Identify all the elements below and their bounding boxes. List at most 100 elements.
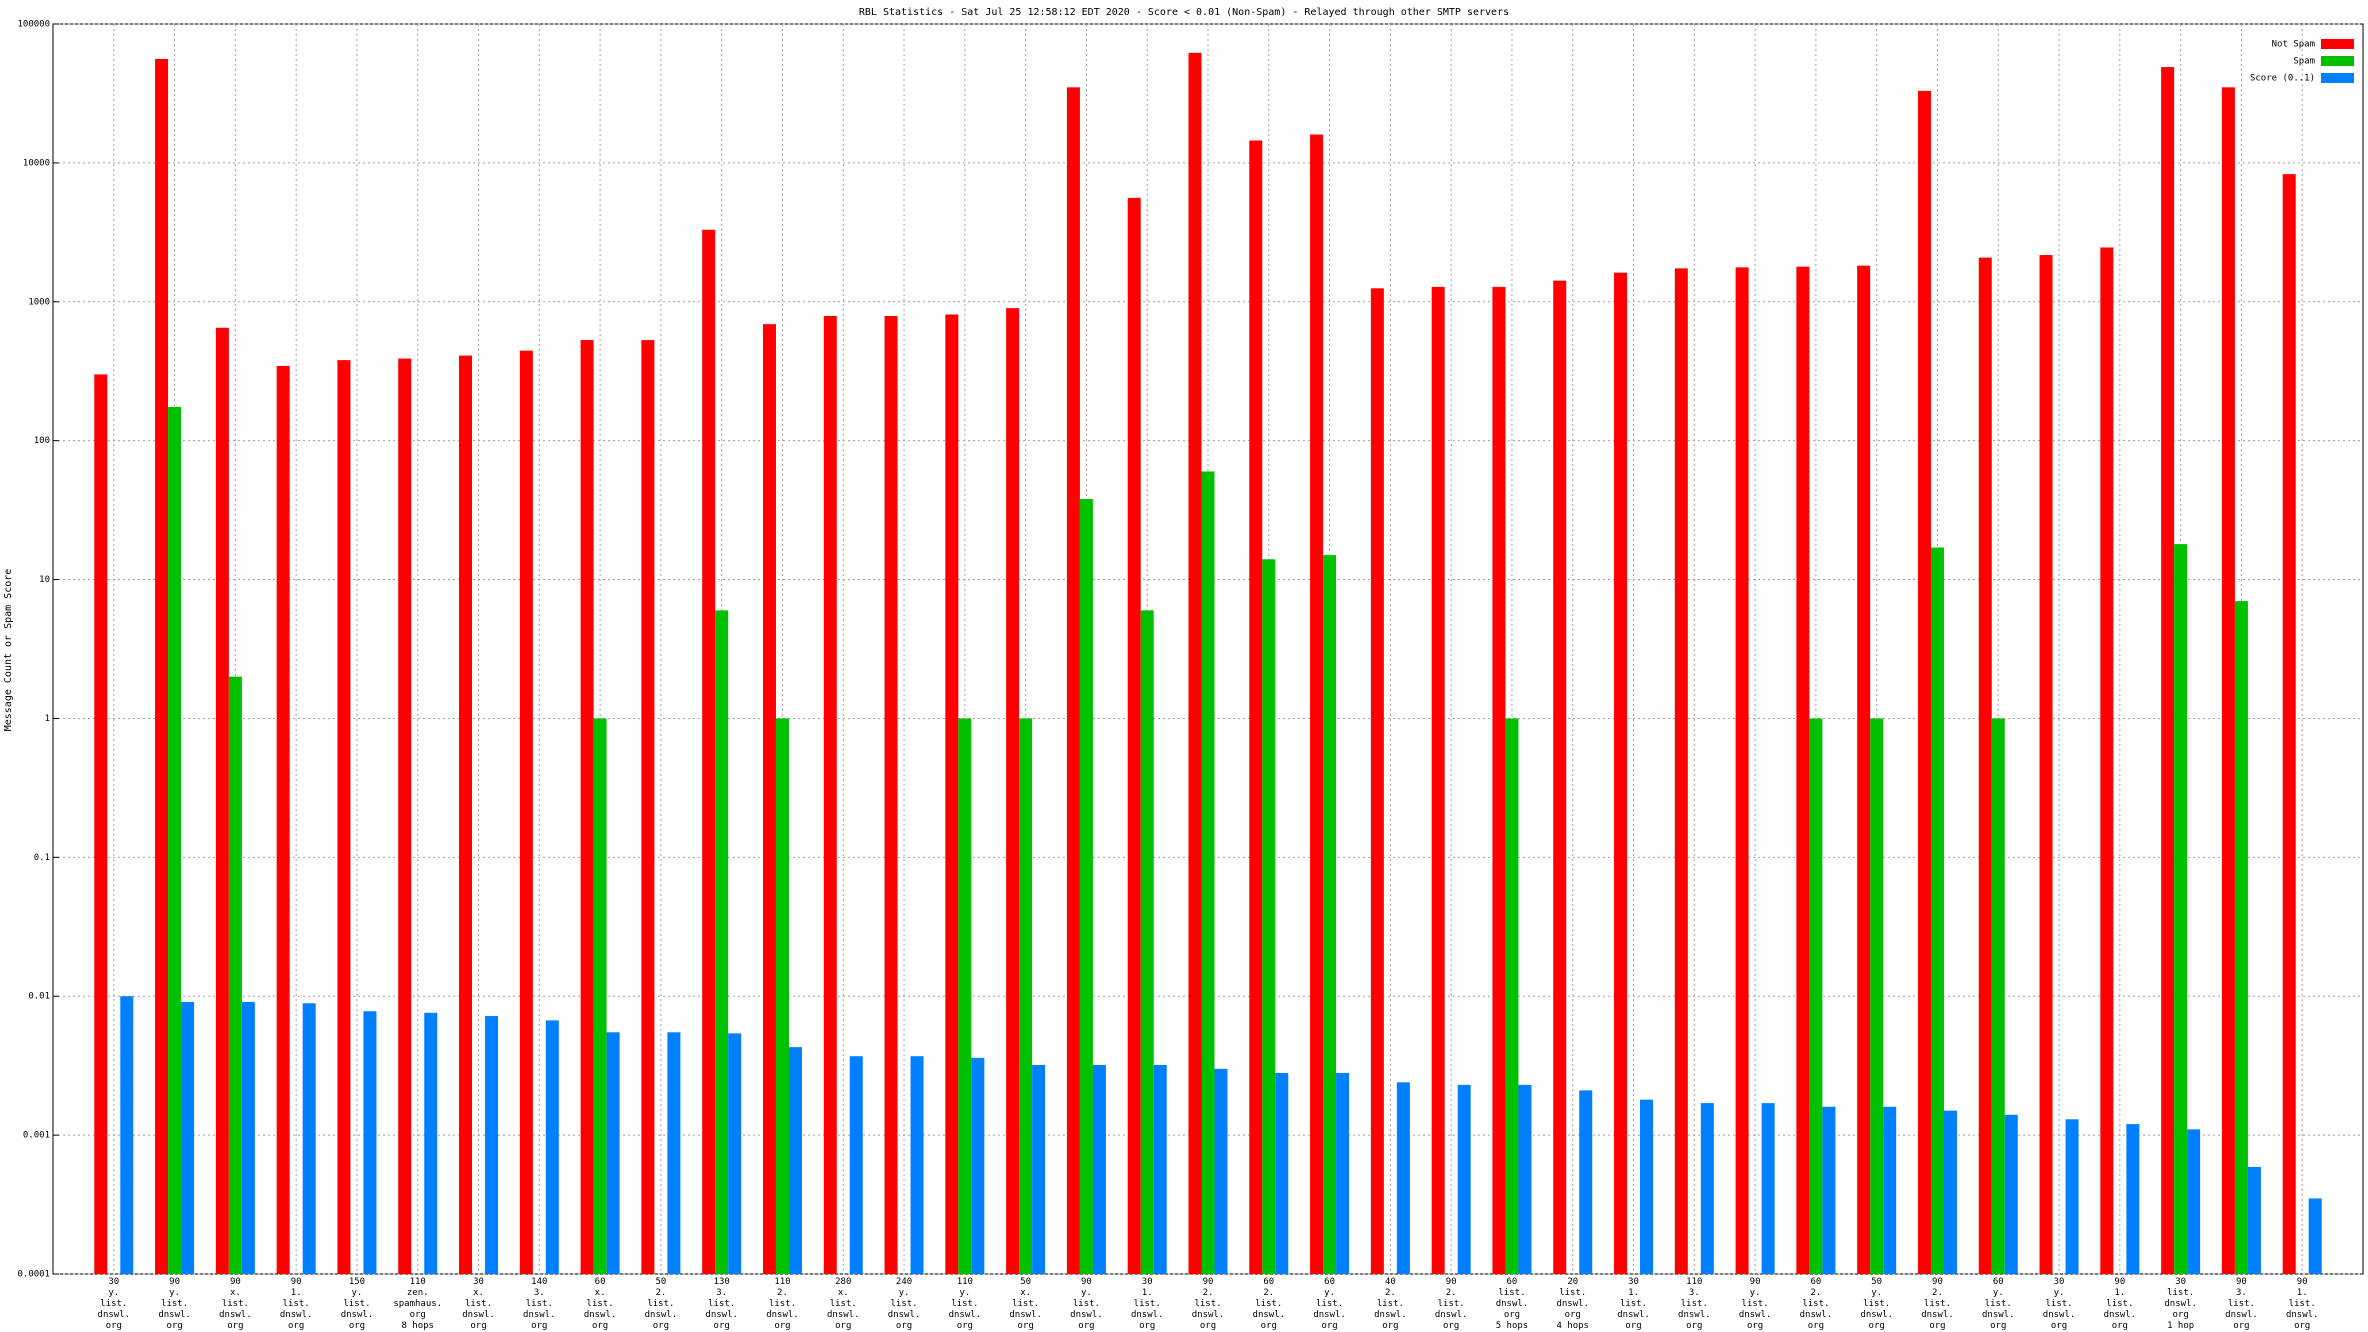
legend-label: Score (0..1) [2250,74,2315,84]
bar [1674,268,1688,1274]
bar [1396,1082,1410,1274]
bar [884,315,898,1275]
bar [1310,134,1324,1274]
bar [1336,1073,1350,1274]
bar [1735,267,1749,1274]
bar [1079,499,1093,1275]
bar [958,718,972,1274]
bar [2126,1124,2140,1274]
bar [302,1003,316,1274]
x-tick-label: 110 zen. spamhaus. org 8 hops [393,1277,442,1331]
chart-title: RBL Statistics - Sat Jul 25 12:58:12 EDT… [859,7,1509,18]
bar [1214,1068,1228,1274]
bar [1518,1084,1532,1274]
bar [1505,718,1519,1274]
y-tick-label: 0.01 [28,992,50,1002]
bar [2247,1166,2261,1274]
bar [1275,1073,1289,1274]
bar [2308,1198,2322,1274]
bar [775,718,789,1274]
bar [1066,87,1080,1275]
legend-swatch [2321,39,2354,49]
bar [728,1033,742,1274]
bar [485,1016,499,1274]
bar [1127,197,1141,1274]
y-tick-label: 0.0001 [17,1270,50,1280]
bar [1140,610,1154,1274]
bar [823,315,837,1275]
bar [641,340,655,1275]
legend-swatch [2321,73,2354,83]
bar [94,374,108,1275]
bar [2161,67,2175,1274]
bar [276,365,290,1274]
bar [762,324,776,1274]
bar [1883,1106,1897,1274]
bar [788,1047,802,1274]
y-axis-label: Message Count or Spam Score [3,569,14,732]
bar [1019,718,1033,1274]
bar [1153,1064,1167,1274]
bar [2187,1129,2201,1274]
bar [1761,1103,1775,1274]
bar [2039,255,2053,1275]
bar [667,1032,681,1274]
bar [971,1057,985,1274]
bar [580,340,594,1275]
bar [593,718,607,1274]
bar [168,406,182,1274]
bar [519,350,533,1274]
bar [715,610,729,1274]
bar [398,358,412,1275]
x-tick-label: 20 list. dnswl. org 4 hops [1556,1277,1589,1331]
bar [849,1056,863,1274]
bar [1188,52,1202,1275]
y-tick-label: 1000 [28,297,50,307]
bar [1262,559,1276,1274]
bar [1978,257,1992,1275]
bar [702,229,716,1274]
bar [1553,280,1567,1275]
bar [545,1020,559,1274]
bar [1822,1106,1836,1274]
bar [1943,1110,1957,1274]
x-tick-label: 30 list. dnswl. org 1 hop [2164,1277,2197,1331]
bar [2065,1119,2079,1274]
bar [120,996,134,1274]
y-tick-label: 100000 [17,20,50,30]
x-tick-label: 60 list. dnswl. org 5 hops [1496,1277,1529,1331]
bar [1006,308,1020,1274]
bar [1032,1064,1046,1274]
bar [181,1001,195,1274]
bar [1614,272,1628,1274]
bar [155,58,169,1275]
bar [1370,288,1384,1274]
bar [2100,247,2114,1275]
bar [1930,547,1944,1274]
